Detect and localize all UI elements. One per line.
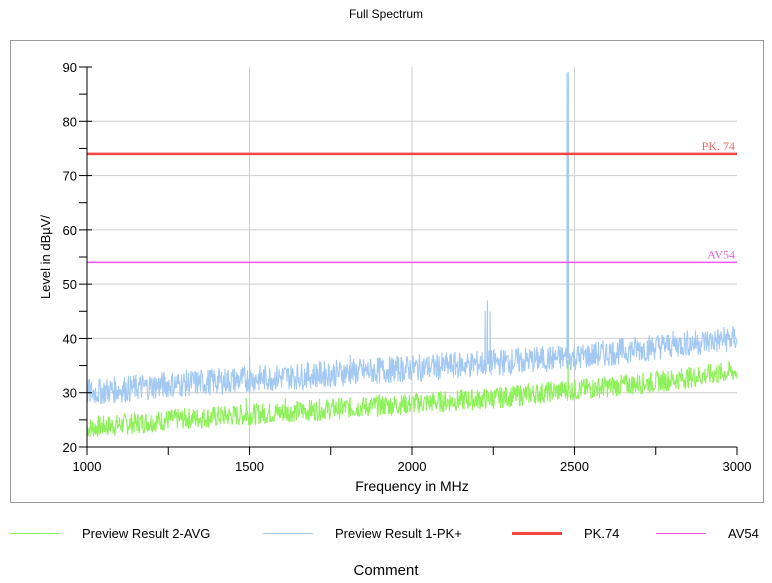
- legend-swatch-av54: [656, 533, 706, 534]
- legend-item-avg: Preview Result 2-AVG: [10, 526, 210, 541]
- plot-frame: [10, 40, 764, 503]
- legend-swatch-pk: [263, 533, 313, 534]
- legend-item-pk: Preview Result 1-PK+: [263, 526, 462, 541]
- x-tick-label: 1000: [73, 459, 102, 474]
- legend-item-av54: AV54: [656, 526, 759, 541]
- comment-label: Comment: [353, 562, 419, 579]
- legend-item-pk74: PK.74: [512, 526, 619, 541]
- y-tick-label: 20: [63, 440, 77, 455]
- y-tick-label: 60: [63, 223, 77, 238]
- y-tick-label: 40: [63, 331, 77, 346]
- y-tick-label: 50: [63, 277, 77, 292]
- limit-annotation-1: AV54: [707, 247, 735, 261]
- series-line-1: [86, 72, 738, 405]
- y-axis-label: Level in dBµV/: [38, 215, 53, 299]
- legend-label-avg: Preview Result 2-AVG: [82, 526, 211, 541]
- x-tick-label: 2500: [560, 459, 589, 474]
- limit-annotation-0: PK. 74: [702, 139, 735, 153]
- y-tick-label: 70: [63, 169, 77, 184]
- y-tick-label: 80: [63, 114, 77, 129]
- chart-svg: PK. 74 AV54 20 30 40 50 60 70 80 90 1000 1500 2000 25…: [38, 60, 752, 494]
- legend-label-av54: AV54: [728, 526, 759, 541]
- series-line-0: [86, 360, 738, 437]
- legend-swatch-avg: [10, 533, 60, 534]
- y-tick-label: 30: [63, 386, 77, 401]
- x-axis-label: Frequency in MHz: [355, 478, 469, 494]
- x-tick-label: 1500: [235, 459, 264, 474]
- y-tick-label: 90: [63, 60, 77, 75]
- legend-label-pk: Preview Result 1-PK+: [335, 526, 462, 541]
- chart-title: Full Spectrum: [348, 7, 424, 21]
- legend: Preview Result 2-AVG Preview Result 1-PK…: [0, 526, 772, 546]
- x-tick-label: 2000: [398, 459, 427, 474]
- legend-swatch-pk74: [512, 532, 562, 535]
- legend-label-pk74: PK.74: [584, 526, 620, 541]
- x-tick-label: 3000: [723, 459, 752, 474]
